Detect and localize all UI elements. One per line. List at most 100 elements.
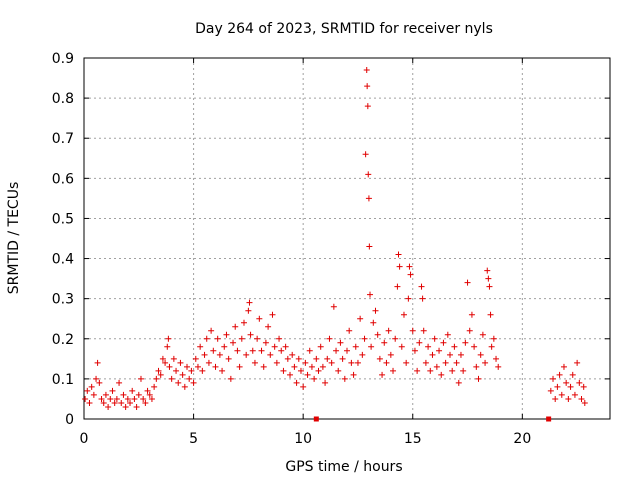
data-point (397, 264, 403, 270)
data-point (202, 352, 208, 358)
data-point (109, 388, 115, 394)
data-point (276, 336, 282, 342)
data-point (118, 400, 124, 406)
data-point (278, 348, 284, 354)
data-point (379, 372, 385, 378)
data-point (116, 380, 122, 386)
data-point (151, 384, 157, 390)
data-point (410, 328, 416, 334)
x-tick-label: 20 (513, 431, 531, 447)
data-point (86, 400, 92, 406)
data-point (375, 332, 381, 338)
data-point (484, 268, 490, 274)
y-tick-label: 0.9 (52, 51, 74, 67)
data-point (419, 284, 425, 290)
data-point (401, 312, 407, 318)
data-point (465, 280, 471, 286)
data-point (331, 304, 337, 310)
data-point (351, 372, 357, 378)
data-point (366, 195, 372, 201)
data-point (259, 348, 265, 354)
data-point (460, 368, 466, 374)
data-point (574, 360, 580, 366)
data-point (362, 336, 368, 342)
data-point (153, 376, 159, 382)
data-point (399, 344, 405, 350)
data-point (445, 332, 451, 338)
data-point (107, 396, 113, 402)
y-tick-label: 0.7 (52, 131, 74, 147)
data-point (322, 380, 328, 386)
data-point (186, 376, 192, 382)
data-point (416, 340, 422, 346)
data-point (291, 364, 297, 370)
data-point (353, 344, 359, 350)
srmtid-chart: Day 264 of 2023, SRMTID for receiver nyl… (0, 0, 640, 480)
data-point (138, 376, 144, 382)
data-point (193, 356, 199, 362)
data-point (89, 384, 95, 390)
data-point (388, 352, 394, 358)
data-point (364, 83, 370, 89)
data-gap-marker (314, 417, 319, 422)
data-point (476, 376, 482, 382)
data-point (370, 320, 376, 326)
data-point (305, 372, 311, 378)
data-point (447, 352, 453, 358)
data-point (390, 368, 396, 374)
x-tick-label: 10 (294, 431, 312, 447)
data-point (208, 328, 214, 334)
data-point (364, 67, 370, 73)
data-point (405, 296, 411, 302)
data-point (272, 344, 278, 350)
data-point (368, 344, 374, 350)
y-tick-label: 0.2 (52, 332, 74, 348)
data-point (326, 336, 332, 342)
data-point (576, 380, 582, 386)
data-point (458, 352, 464, 358)
data-point (456, 380, 462, 386)
data-point (471, 344, 477, 350)
data-point (469, 312, 475, 318)
data-point (254, 336, 260, 342)
y-tick-label: 0.1 (52, 372, 74, 388)
data-point (173, 368, 179, 374)
data-point (96, 380, 102, 386)
data-point (283, 344, 289, 350)
data-point (342, 376, 348, 382)
data-point (359, 352, 365, 358)
data-point (307, 348, 313, 354)
data-point (289, 352, 295, 358)
data-point (311, 376, 317, 382)
data-point (213, 364, 219, 370)
data-point (429, 352, 435, 358)
data-point (434, 364, 440, 370)
data-point (372, 308, 378, 314)
data-point (131, 396, 137, 402)
data-point (348, 360, 354, 366)
data-point (548, 388, 554, 394)
data-point (423, 360, 429, 366)
data-point (396, 252, 402, 258)
ticks-layer: 0 0.1 0.2 0.3 0.4 0.5 0.6 0.7 0.8 0.9 0 5 10 15 20 (52, 51, 610, 447)
data-point (93, 376, 99, 382)
data-point (234, 348, 240, 354)
data-point (180, 372, 186, 378)
y-axis-label: SRMTID / TECUs (6, 182, 22, 295)
data-point (365, 103, 371, 109)
data-point (320, 364, 326, 370)
data-point (363, 151, 369, 157)
data-point (493, 356, 499, 362)
data-point (563, 380, 569, 386)
data-point (581, 384, 587, 390)
data-point (357, 316, 363, 322)
data-point (103, 392, 109, 398)
data-point (82, 396, 88, 402)
data-point (134, 404, 140, 410)
data-point (177, 360, 183, 366)
data-point (340, 356, 346, 362)
data-point (335, 368, 341, 374)
data-point (263, 340, 269, 346)
data-point (287, 372, 293, 378)
data-point (488, 312, 494, 318)
